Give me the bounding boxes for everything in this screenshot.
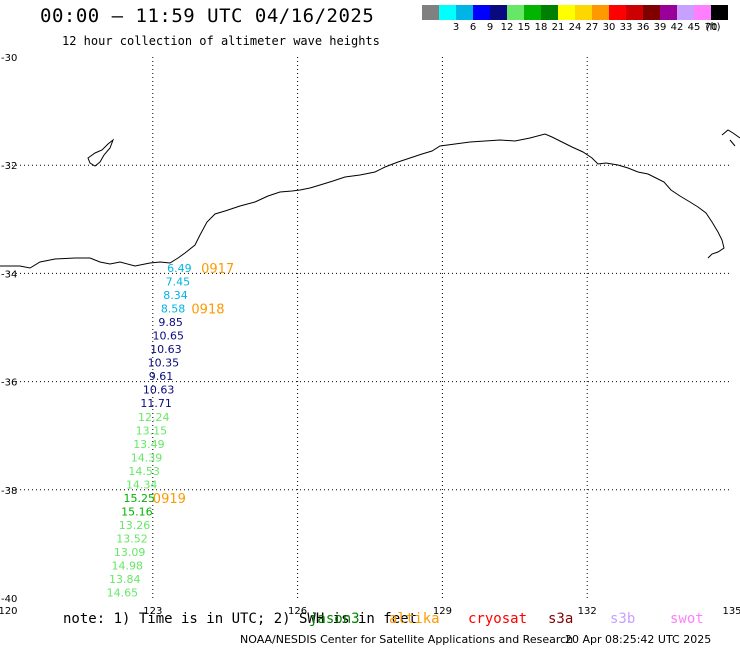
legend-swatch: [422, 5, 439, 20]
x-tick-label: 123: [143, 606, 162, 617]
wave-height-value: 13.84: [109, 573, 141, 586]
satellite-label-swot: swot: [670, 611, 704, 627]
pass-time-label: 0919: [153, 492, 186, 507]
wave-height-value: 10.63: [143, 384, 175, 397]
chart-title: 00:00 – 11:59 UTC 04/16/2025: [40, 5, 375, 27]
legend-label: 39: [653, 22, 667, 33]
wave-height-value: 13.15: [136, 424, 168, 437]
wave-height-value: 8.34: [163, 289, 188, 302]
wave-height-value: 8.58: [161, 303, 186, 316]
coastline: [0, 133, 725, 269]
legend-swatch: [711, 5, 728, 20]
legend-label: 9: [486, 22, 494, 33]
satellite-label-altika: altika: [389, 611, 440, 627]
satellite-label-s3b: s3b: [610, 611, 636, 627]
legend-swatch: [473, 5, 490, 20]
wave-height-value: 15.25: [124, 492, 156, 505]
legend-swatch: [524, 5, 541, 20]
color-legend: 3 6 9 12 15 18 21 24 27 30 33 36 39 42 45 70 (ft): [422, 5, 728, 37]
wave-height-value: 14.39: [131, 451, 163, 464]
x-tick-label: 126: [288, 606, 307, 617]
legend-swatch: [490, 5, 507, 20]
legend-label: 27: [585, 22, 599, 33]
pass-time-label: 0917: [201, 262, 234, 277]
legend-swatch: [541, 5, 558, 20]
wave-height-value: 13.26: [119, 519, 151, 532]
legend-label: 36: [636, 22, 650, 33]
wave-height-value: 13.52: [116, 532, 148, 545]
legend-swatch: [609, 5, 626, 20]
satellite-label-s3a: s3a: [548, 611, 574, 627]
units-note: note: 1) Time is in UTC; 2) SWH is in fe…: [63, 611, 418, 627]
wave-height-value: 14.98: [111, 560, 143, 573]
satellite-label-cryosat: cryosat: [468, 611, 528, 627]
y-tick-label: -30: [1, 53, 17, 64]
y-tick-label: -38: [1, 486, 17, 497]
legend-swatch: [677, 5, 694, 20]
legend-swatch: [626, 5, 643, 20]
wave-height-value: 12.24: [138, 411, 170, 424]
y-tick-label: -36: [1, 378, 17, 389]
wave-height-value: 10.65: [152, 330, 184, 343]
legend-swatch: [558, 5, 575, 20]
y-tick-label: -40: [1, 594, 17, 605]
y-tick-label: -32: [1, 161, 17, 172]
wave-height-value: 11.71: [140, 397, 172, 410]
wave-height-value: 10.35: [148, 357, 180, 370]
legend-swatch: [694, 5, 711, 20]
y-tick-label: -34: [1, 269, 17, 280]
legend-label: 3: [452, 22, 460, 33]
x-tick-label: 129: [433, 606, 452, 617]
timestamp-text: 20 Apr 08:25:42 UTC 2025: [565, 633, 712, 646]
wave-height-value: 6.49: [167, 262, 192, 275]
wave-height-value: 13.49: [133, 438, 165, 451]
pass-time-label: 0918: [191, 303, 224, 318]
satellite-label-jason3: jason3: [309, 611, 360, 627]
wave-height-value: 9.85: [158, 316, 183, 329]
wave-height-value: 14.65: [107, 587, 139, 600]
grid-lines: [8, 57, 732, 598]
legend-label: 15: [517, 22, 531, 33]
legend-swatch: [592, 5, 609, 20]
legend-swatch: [507, 5, 524, 20]
legend-swatch: [660, 5, 677, 20]
legend-swatch: [575, 5, 592, 20]
legend-swatch: [456, 5, 473, 20]
axis-labels: 120 123 126 129 132 135 -30 -32 -34 -36 -38 -40: [0, 53, 740, 617]
pass-time-labels: 0917 0918 0919: [153, 262, 234, 507]
legend-label: 70: [704, 22, 718, 33]
x-tick-label: 135: [722, 606, 740, 617]
legend-swatch: [439, 5, 456, 20]
credit-text: NOAA/NESDIS Center for Satellite Applica…: [240, 633, 574, 646]
legend-label: 30: [602, 22, 616, 33]
legend-label: 18: [534, 22, 548, 33]
legend-label: 42: [670, 22, 684, 33]
coast-fragment-east: [721, 129, 740, 147]
legend-label: 12: [500, 22, 514, 33]
x-tick-label: 120: [0, 606, 18, 617]
legend-label: 6: [469, 22, 477, 33]
wave-height-value: 10.63: [150, 343, 182, 356]
chart-subtitle: 12 hour collection of altimeter wave hei…: [62, 34, 380, 48]
x-tick-label: 132: [578, 606, 597, 617]
legend-label: 45: [687, 22, 701, 33]
wave-height-value: 13.09: [114, 546, 146, 559]
legend-label: 24: [568, 22, 582, 33]
legend-swatch: [643, 5, 660, 20]
legend-label: 21: [551, 22, 565, 33]
wave-height-value: 7.45: [166, 276, 191, 289]
legend-unit: (ft): [705, 22, 721, 33]
wave-height-value: 15.16: [121, 505, 153, 518]
wave-height-value: 9.61: [149, 370, 174, 383]
legend-label: 33: [619, 22, 633, 33]
data-points: 6.497.458.348.589.8510.6510.6310.359.611…: [107, 262, 192, 600]
kangaroo-island: [87, 138, 115, 167]
wave-height-value: 14.34: [126, 478, 158, 491]
wave-height-value: 14.53: [128, 465, 160, 478]
